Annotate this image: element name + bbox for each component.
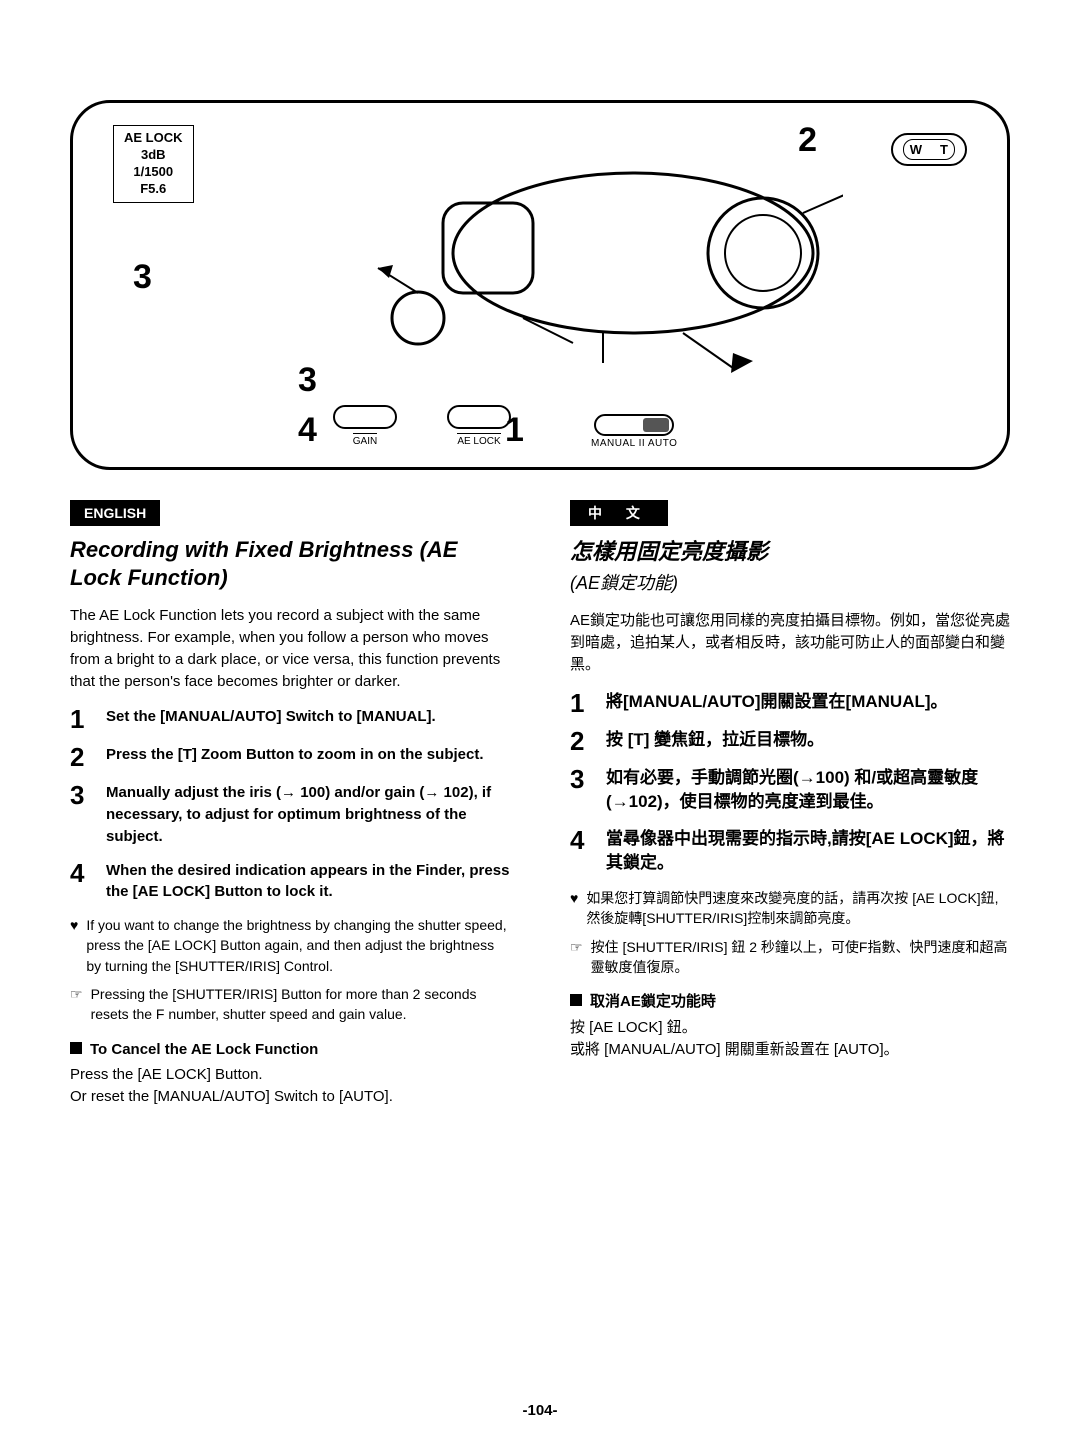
callout-3b: 3 [298, 361, 317, 400]
page-number: -104- [0, 1402, 1080, 1419]
osd-line-3: 1/1500 [124, 164, 183, 181]
english-tag: ENGLISH [70, 500, 160, 526]
step-num: 1 [570, 690, 594, 716]
cn-step-1: 將[MANUAL/AUTO]開關設置在[MANUAL]。 [606, 690, 1010, 716]
step-num: 3 [570, 766, 594, 815]
en-cancel-1: Press the [AE LOCK] Button. [70, 1064, 510, 1086]
bullet-icon: ☞ [570, 937, 583, 978]
step-num: 3 [70, 782, 94, 847]
bullet-icon: ♥ [570, 888, 578, 929]
chinese-subtitle: (AE鎖定功能) [570, 570, 1010, 596]
step-num: 2 [570, 728, 594, 754]
cn-cancel-1: 按 [AE LOCK] 鈕。 [570, 1017, 1010, 1039]
aelock-label: AE LOCK [457, 433, 500, 447]
english-intro: The AE Lock Function lets you record a s… [70, 605, 510, 692]
en-step-4: When the desired indication appears in t… [106, 860, 510, 904]
cn-cancel-head: 取消AE鎖定功能時 [590, 991, 716, 1013]
chinese-title: 怎樣用固定亮度攝影 [570, 536, 1010, 568]
cn-cancel-2: 或將 [MANUAL/AUTO] 開關重新設置在 [AUTO]。 [570, 1039, 1010, 1061]
callout-3a: 3 [133, 258, 152, 297]
zoom-t-label: T [940, 142, 948, 157]
osd-line-1: AE LOCK [124, 130, 183, 147]
en-note-2: Pressing the [SHUTTER/IRIS] Button for m… [91, 984, 510, 1025]
gain-switch-icon [333, 405, 397, 429]
cn-step-4: 當尋像器中出現需要的指示時,請按[AE LOCK]鈕，將其鎖定。 [606, 827, 1010, 876]
zoom-w-label: W [910, 142, 922, 157]
diagram-frame: AE LOCK 3dB 1/1500 F5.6 2 W T 3 3 4 1 [70, 100, 1010, 470]
cn-step-2: 按 [T] 變焦鈕，拉近目標物。 [606, 728, 1010, 754]
manual-auto-label: MANUAL II AUTO [591, 438, 677, 449]
en-step-1: Set the [MANUAL/AUTO] Switch to [MANUAL]… [106, 706, 510, 732]
gain-label: GAIN [353, 433, 377, 447]
step-num: 2 [70, 744, 94, 770]
osd-line-2: 3dB [124, 147, 183, 164]
zoom-wt-badge: W T [891, 133, 967, 166]
aelock-switch-icon [447, 405, 511, 429]
osd-overlay: AE LOCK 3dB 1/1500 F5.6 [113, 125, 194, 203]
step-num: 4 [570, 827, 594, 876]
english-title: Recording with Fixed Brightness (AE Lock… [70, 536, 510, 591]
step-num: 4 [70, 860, 94, 904]
cn-note-1: 如果您打算調節快門速度來改變亮度的話，請再次按 [AE LOCK]鈕, 然後旋轉… [586, 888, 1010, 929]
step-num: 1 [70, 706, 94, 732]
osd-line-4: F5.6 [124, 181, 183, 198]
square-icon [70, 1042, 82, 1054]
chinese-column: 中 文 怎樣用固定亮度攝影 (AE鎖定功能) AE鎖定功能也可讓您用同樣的亮度拍… [570, 500, 1010, 1108]
switch-row: GAIN AE LOCK MANUAL II AUTO [293, 405, 677, 449]
en-step-2: Press the [T] Zoom Button to zoom in on … [106, 744, 510, 770]
manual-auto-switch-icon [594, 414, 674, 436]
en-note-1: If you want to change the brightness by … [86, 915, 510, 976]
square-icon [570, 994, 582, 1006]
cn-step-3: 如有必要，手動調節光圈(→100) 和/或超高靈敏度 (→102)，使目標物的亮… [606, 766, 1010, 815]
en-step-3: Manually adjust the iris (→ 100) and/or … [106, 782, 510, 847]
bullet-icon: ♥ [70, 915, 78, 976]
camera-illustration [323, 143, 843, 373]
bullet-icon: ☞ [70, 984, 83, 1025]
english-column: ENGLISH Recording with Fixed Brightness … [70, 500, 510, 1108]
cn-note-2: 按住 [SHUTTER/IRIS] 鈕 2 秒鐘以上，可使F指數、快門速度和超高… [591, 937, 1010, 978]
en-cancel-2: Or reset the [MANUAL/AUTO] Switch to [AU… [70, 1086, 510, 1108]
chinese-tag: 中 文 [570, 500, 668, 526]
chinese-intro: AE鎖定功能也可讓您用同樣的亮度拍攝目標物。例如，當您從亮處到暗處，追拍某人，或… [570, 610, 1010, 675]
en-cancel-head: To Cancel the AE Lock Function [90, 1039, 318, 1061]
